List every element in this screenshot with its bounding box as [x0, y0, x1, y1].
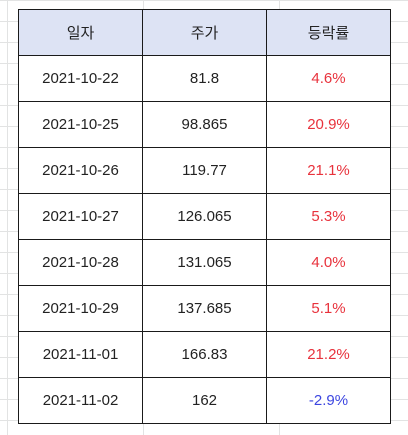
change-cell[interactable]: 5.1%	[266, 285, 391, 332]
date-cell[interactable]: 2021-10-25	[18, 101, 143, 148]
table-row: 2021-10-28 131.065 4.0%	[18, 239, 391, 286]
price-cell[interactable]: 98.865	[142, 101, 267, 148]
header-price[interactable]: 주가	[142, 9, 267, 56]
price-cell[interactable]: 166.83	[142, 331, 267, 378]
price-cell[interactable]: 81.8	[142, 55, 267, 102]
date-cell[interactable]: 2021-11-01	[18, 331, 143, 378]
price-cell[interactable]: 119.77	[142, 147, 267, 194]
table-row: 2021-10-25 98.865 20.9%	[18, 101, 391, 148]
table-row: 2021-10-22 81.8 4.6%	[18, 55, 391, 102]
header-row: 일자 주가 등락률	[18, 9, 391, 56]
table-row: 2021-11-01 166.83 21.2%	[18, 331, 391, 378]
table-row: 2021-11-02 162 -2.9%	[18, 377, 391, 424]
header-date[interactable]: 일자	[18, 9, 143, 56]
table-row: 2021-10-29 137.685 5.1%	[18, 285, 391, 332]
stock-price-table: 일자 주가 등락률 2021-10-22 81.8 4.6% 2021-10-2…	[18, 9, 391, 424]
change-cell[interactable]: 21.1%	[266, 147, 391, 194]
header-change[interactable]: 등락률	[266, 9, 391, 56]
change-cell[interactable]: 20.9%	[266, 101, 391, 148]
change-cell[interactable]: 4.6%	[266, 55, 391, 102]
table-row: 2021-10-26 119.77 21.1%	[18, 147, 391, 194]
price-cell[interactable]: 131.065	[142, 239, 267, 286]
change-cell[interactable]: 4.0%	[266, 239, 391, 286]
date-cell[interactable]: 2021-10-28	[18, 239, 143, 286]
price-cell[interactable]: 162	[142, 377, 267, 424]
change-cell[interactable]: -2.9%	[266, 377, 391, 424]
date-cell[interactable]: 2021-10-22	[18, 55, 143, 102]
date-cell[interactable]: 2021-11-02	[18, 377, 143, 424]
price-cell[interactable]: 137.685	[142, 285, 267, 332]
price-cell[interactable]: 126.065	[142, 193, 267, 240]
change-cell[interactable]: 5.3%	[266, 193, 391, 240]
date-cell[interactable]: 2021-10-26	[18, 147, 143, 194]
change-cell[interactable]: 21.2%	[266, 331, 391, 378]
date-cell[interactable]: 2021-10-29	[18, 285, 143, 332]
table-row: 2021-10-27 126.065 5.3%	[18, 193, 391, 240]
date-cell[interactable]: 2021-10-27	[18, 193, 143, 240]
